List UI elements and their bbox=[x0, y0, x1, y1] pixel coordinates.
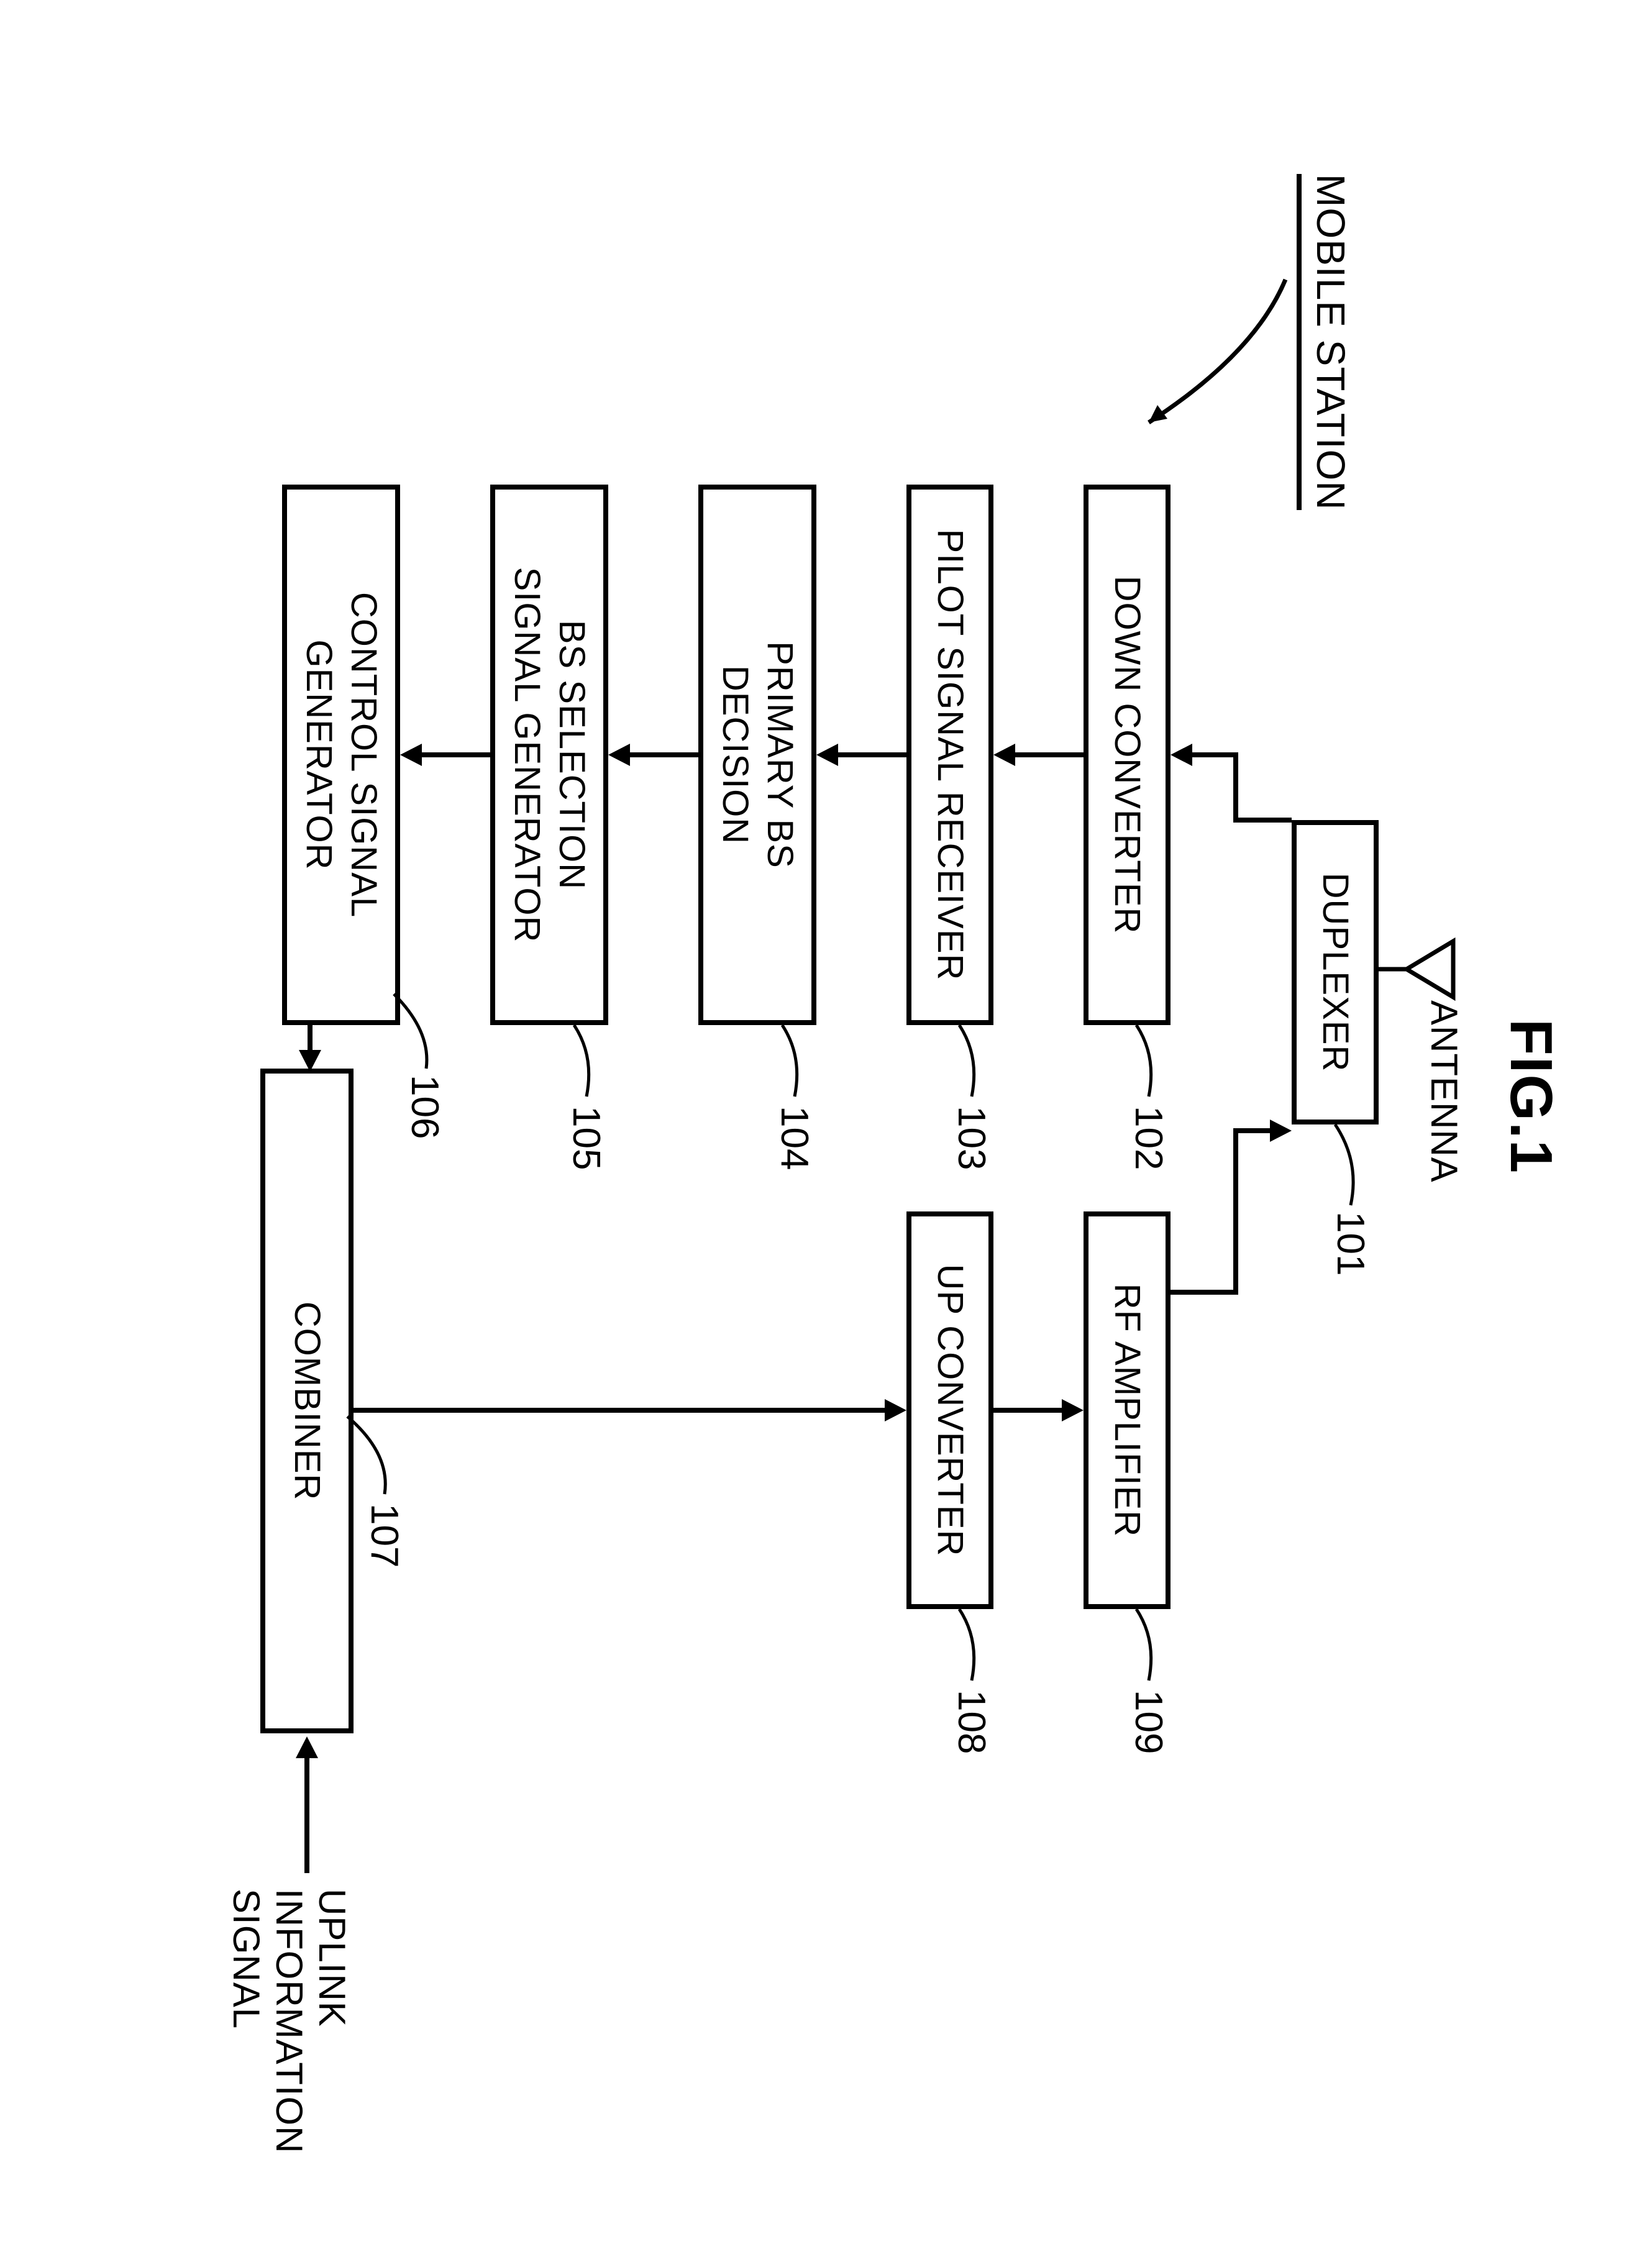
primary-bs-label: PRIMARY BSDECISION bbox=[713, 641, 803, 869]
down-converter-label: DOWN CONVERTER bbox=[1105, 576, 1150, 934]
combiner-label: COMBINER bbox=[285, 1302, 330, 1501]
ref-104-lead bbox=[767, 1025, 798, 1106]
ref-106-lead bbox=[388, 994, 431, 1075]
arrow-pilot-to-primary bbox=[813, 742, 906, 767]
up-converter-block: UP CONVERTER bbox=[906, 1211, 993, 1609]
arrow-upconv-to-rfamp bbox=[990, 1398, 1084, 1423]
ref-101-lead bbox=[1317, 1124, 1354, 1218]
ref-105: 105 bbox=[564, 1106, 608, 1170]
ref-101: 101 bbox=[1328, 1211, 1372, 1275]
duplexer-label: DUPLEXER bbox=[1313, 873, 1358, 1072]
pilot-receiver-label: PILOT SIGNAL RECEIVER bbox=[928, 529, 973, 981]
ref-106: 106 bbox=[403, 1075, 447, 1139]
duplexer-block: DUPLEXER bbox=[1292, 820, 1379, 1124]
rf-amp-block: RF AMPLIFIER bbox=[1084, 1211, 1171, 1609]
rf-amp-label: RF AMPLIFIER bbox=[1105, 1284, 1150, 1537]
bs-selection-label: BS SELECTIONSIGNAL GENERATOR bbox=[504, 567, 595, 943]
antenna-label: ANTENNA bbox=[1423, 1000, 1466, 1183]
mobile-station-arrow bbox=[1130, 267, 1292, 454]
arrow-duplexer-to-downconv bbox=[1167, 739, 1292, 901]
ref-105-lead bbox=[559, 1025, 590, 1106]
primary-bs-block: PRIMARY BSDECISION bbox=[698, 485, 816, 1025]
mobile-station-label: MOBILE STATION bbox=[1297, 174, 1354, 510]
ref-103: 103 bbox=[949, 1106, 993, 1170]
ref-103-lead bbox=[944, 1025, 975, 1106]
uplink-label: UPLINK INFORMATIONSIGNAL bbox=[225, 1889, 354, 2154]
arrow-ctrl-to-combiner bbox=[298, 1025, 322, 1075]
arrow-uplink-into-combiner bbox=[294, 1733, 319, 1876]
ref-109-lead bbox=[1121, 1609, 1152, 1690]
figure-title: FIG.1 bbox=[1497, 1019, 1565, 1174]
ref-102: 102 bbox=[1126, 1106, 1171, 1170]
down-converter-block: DOWN CONVERTER bbox=[1084, 485, 1171, 1025]
ref-104: 104 bbox=[772, 1106, 816, 1170]
combiner-block: COMBINER bbox=[260, 1069, 354, 1733]
arrow-bssel-to-ctrl bbox=[397, 742, 490, 767]
ref-107-lead bbox=[341, 1416, 391, 1503]
arrow-downconv-to-pilot bbox=[990, 742, 1084, 767]
antenna-icon bbox=[1379, 932, 1466, 1006]
ref-108-lead bbox=[944, 1609, 975, 1690]
control-sig-block: CONTROL SIGNALGENERATOR bbox=[282, 485, 400, 1025]
ref-108: 108 bbox=[949, 1690, 993, 1754]
control-sig-label: CONTROL SIGNALGENERATOR bbox=[296, 592, 386, 918]
ref-107: 107 bbox=[362, 1503, 406, 1567]
ref-102-lead bbox=[1121, 1025, 1152, 1106]
arrow-primary-to-bssel bbox=[605, 742, 698, 767]
bs-selection-block: BS SELECTIONSIGNAL GENERATOR bbox=[490, 485, 608, 1025]
arrow-combiner-to-upconv bbox=[350, 1398, 906, 1423]
up-converter-label: UP CONVERTER bbox=[928, 1264, 973, 1557]
pilot-receiver-block: PILOT SIGNAL RECEIVER bbox=[906, 485, 993, 1025]
ref-109: 109 bbox=[1126, 1690, 1171, 1754]
arrow-rfamp-to-duplexer bbox=[1167, 1112, 1292, 1311]
